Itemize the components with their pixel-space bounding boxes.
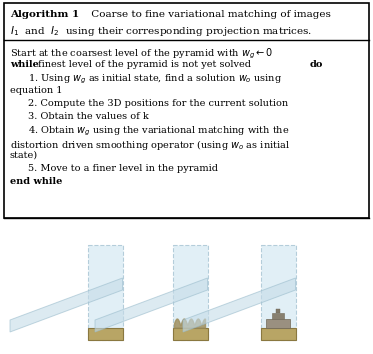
Polygon shape — [95, 278, 207, 332]
Text: 4. Obtain $w_g$ using the variational matching with the: 4. Obtain $w_g$ using the variational ma… — [28, 125, 289, 138]
Text: 1. Using $w_g$ as initial state, find a solution $w_o$ using: 1. Using $w_g$ as initial state, find a … — [28, 73, 282, 86]
Polygon shape — [10, 278, 122, 332]
Bar — [266, 319, 290, 328]
Text: Start at the coarsest level of the pyramid with $w_g \leftarrow 0$: Start at the coarsest level of the pyram… — [10, 47, 273, 61]
Bar — [88, 245, 122, 340]
Text: state): state) — [10, 151, 38, 160]
Text: do: do — [310, 60, 323, 69]
Polygon shape — [183, 278, 295, 332]
Bar — [4, 3, 369, 218]
Text: equation 1: equation 1 — [10, 86, 63, 95]
Bar — [88, 328, 122, 340]
Text: while: while — [10, 60, 39, 69]
Text: finest level of the pyramid is not yet solved: finest level of the pyramid is not yet s… — [38, 60, 251, 69]
Bar — [276, 309, 280, 313]
Text: Coarse to fine variational matching of images: Coarse to fine variational matching of i… — [88, 10, 331, 19]
Bar — [172, 245, 207, 340]
Text: 3. Obtain the values of k: 3. Obtain the values of k — [28, 112, 149, 121]
Bar — [172, 328, 207, 340]
Text: distortion driven smoothing operator (using $w_o$ as initial: distortion driven smoothing operator (us… — [10, 138, 290, 152]
Bar — [260, 328, 295, 340]
Text: 5. Move to a finer level in the pyramid: 5. Move to a finer level in the pyramid — [28, 164, 218, 173]
Bar — [272, 313, 284, 319]
Text: 2. Compute the 3D positions for the current solution: 2. Compute the 3D positions for the curr… — [28, 99, 288, 108]
Text: Algorithm 1: Algorithm 1 — [10, 10, 79, 19]
Bar — [260, 245, 295, 340]
Polygon shape — [175, 319, 206, 328]
Text: end while: end while — [10, 177, 62, 186]
Text: $I_1$  and  $I_2$  using their corresponding projection matrices.: $I_1$ and $I_2$ using their correspondin… — [10, 24, 312, 38]
